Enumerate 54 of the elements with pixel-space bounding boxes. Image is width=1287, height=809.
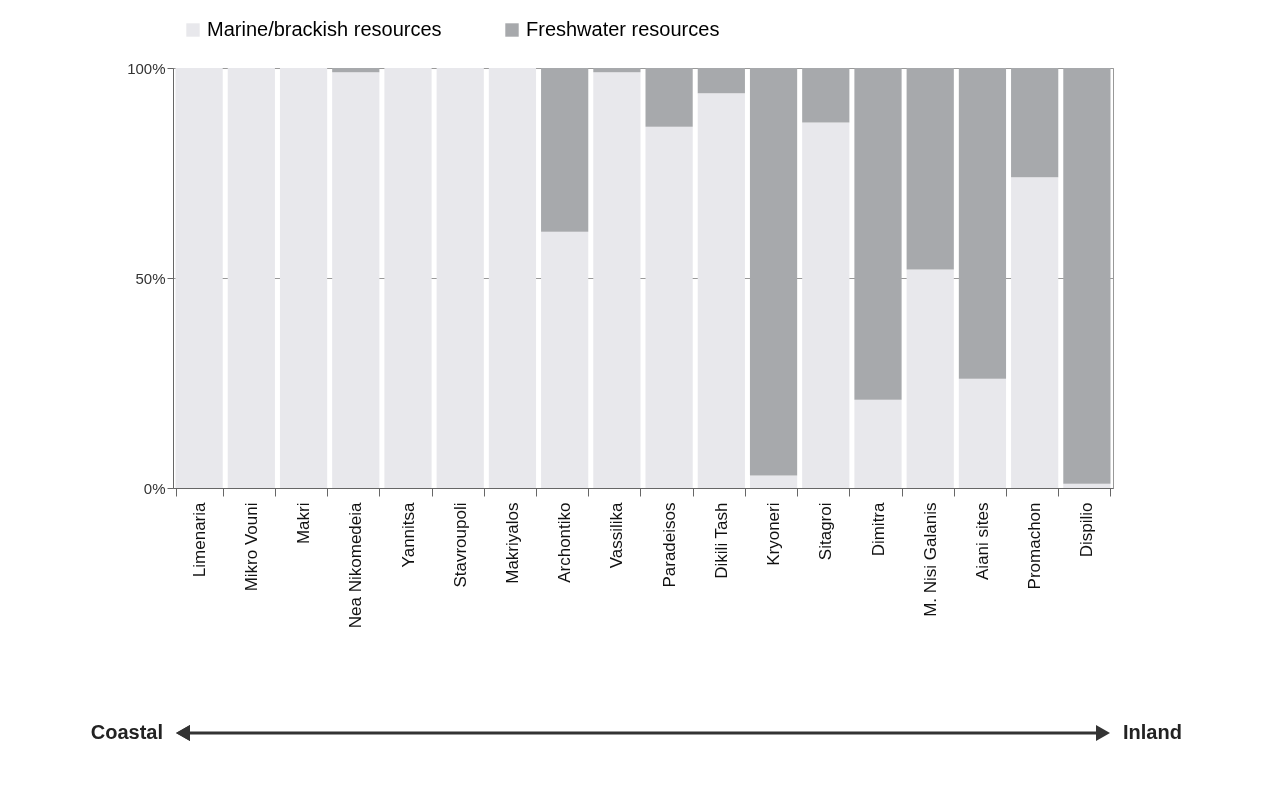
x-tick-label: Yannitsa [398,501,418,568]
bar [958,68,1007,379]
bar [854,399,902,488]
x-tick-label: Dikili Tash [711,502,731,579]
bar [854,68,902,400]
bar [488,68,537,488]
x-tick-label: Vassilika [607,501,627,569]
bar [436,68,484,488]
x-tick-label: Kryoneri [764,502,784,566]
legend-label: Marine/brackish resources [207,18,442,40]
y-tick-label: 100% [127,59,166,77]
bar [227,68,275,488]
x-tick-label: Paradeisos [659,502,679,588]
bar [541,68,589,232]
legend-label: Freshwater resources [526,18,720,40]
y-tick-label: 0% [143,479,166,497]
x-tick-label: Aiani sites [972,502,992,580]
x-tick-label: Dimitra [868,501,888,557]
x-tick-label: Promachon [1025,502,1045,590]
bar [802,122,850,488]
bar [906,269,954,488]
bar [332,68,380,73]
bar [1011,177,1059,488]
bar [697,93,745,488]
x-tick-label: Mikro Vouni [241,502,261,592]
x-tick-label: Limenaria [189,501,209,578]
x-tick-label: Sitagroi [816,502,836,561]
bar [384,68,432,488]
bar [906,68,954,270]
x-tick-label: Dispilio [1077,502,1097,558]
x-tick-label: Makriyalos [502,502,522,584]
bar [645,126,693,488]
bar [593,68,641,73]
bar [645,68,693,127]
bar [541,231,589,488]
x-tick-label: Nea Nikomedeia [346,501,366,629]
bar [1063,483,1111,488]
bar [958,378,1007,488]
bar [593,72,641,488]
bar [279,68,328,488]
bar [332,72,380,488]
x-tick-label: M. Nisi Galanis [920,502,940,617]
bar [697,68,745,94]
bar [749,475,798,488]
bar [1063,68,1111,484]
x-tick-label: Makri [294,502,314,545]
text: Inland [1123,721,1182,743]
bar [1011,68,1059,178]
x-tick-label: Archontiko [555,502,575,583]
text: Coastal [90,721,163,743]
y-tick-label: 50% [135,269,166,287]
bar [749,68,798,476]
bar [802,68,850,123]
x-tick-label: Stavroupoli [450,502,470,588]
